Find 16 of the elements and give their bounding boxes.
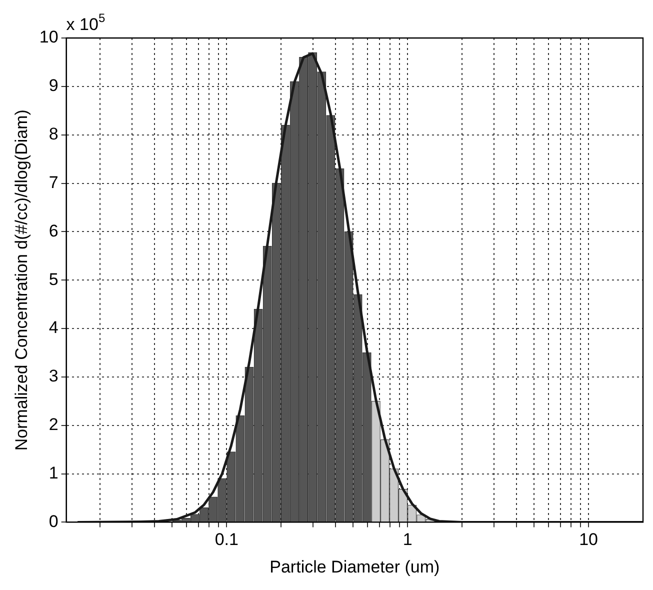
y-tick-label: 6: [48, 221, 58, 240]
y-tick-label: 1: [48, 463, 58, 482]
y-axis-title: Normalized Concentration d(#/cc)/dlog(Diam): [12, 110, 31, 451]
y-tick-label: 10: [39, 28, 58, 47]
y-tick-label: 3: [48, 366, 58, 386]
y-tick-label: 4: [48, 318, 58, 338]
y-tick-label: 5: [48, 270, 58, 289]
y-tick-label: 9: [48, 76, 58, 96]
y-tick-label: 7: [48, 172, 58, 192]
x-tick-label: 0.1: [214, 530, 238, 550]
y-tick-label: 0: [48, 512, 58, 531]
y-tick-label: 8: [48, 124, 58, 144]
x-axis-title: Particle Diameter (um): [270, 557, 440, 576]
x-tick-label: 10: [579, 530, 598, 550]
x-tick-label: 1: [402, 530, 412, 550]
y-tick-label: 2: [48, 415, 58, 434]
